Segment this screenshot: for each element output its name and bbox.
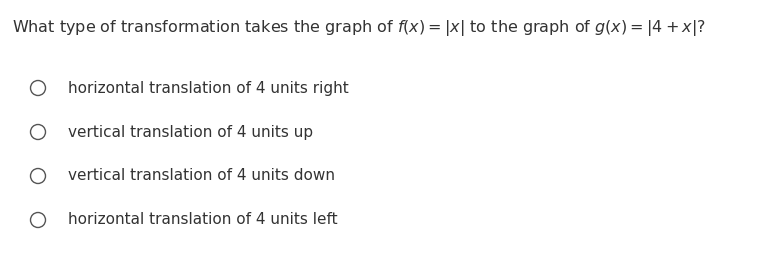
Circle shape <box>30 125 46 140</box>
Circle shape <box>30 80 46 95</box>
Circle shape <box>30 168 46 183</box>
Text: vertical translation of 4 units down: vertical translation of 4 units down <box>68 168 335 183</box>
Text: horizontal translation of 4 units left: horizontal translation of 4 units left <box>68 213 338 228</box>
Text: horizontal translation of 4 units right: horizontal translation of 4 units right <box>68 80 349 95</box>
Text: What type of transformation takes the graph of $f(x) = |x|$ to the graph of $g(x: What type of transformation takes the gr… <box>12 18 706 38</box>
Text: vertical translation of 4 units up: vertical translation of 4 units up <box>68 125 313 140</box>
Circle shape <box>30 213 46 228</box>
